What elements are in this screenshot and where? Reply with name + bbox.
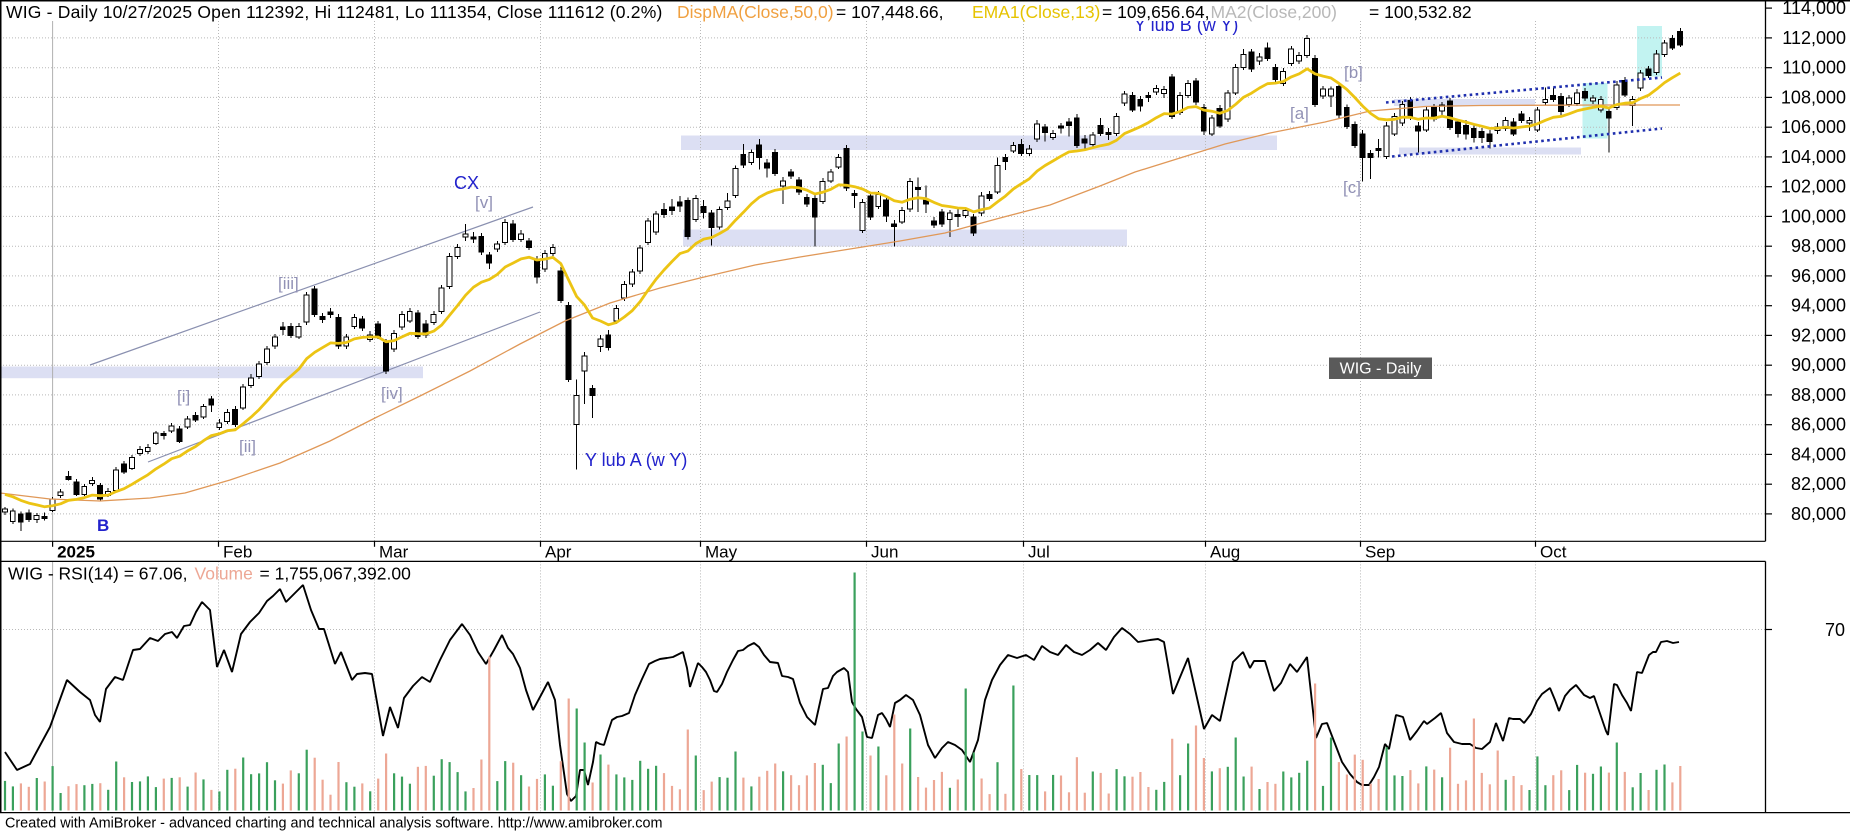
svg-text:94,000: 94,000 [1791, 296, 1846, 316]
svg-text:MA2(Close,200): MA2(Close,200) [1211, 2, 1337, 22]
svg-text:Created with AmiBroker - advan: Created with AmiBroker - advanced charti… [5, 816, 662, 831]
svg-text:114,000: 114,000 [1782, 0, 1846, 18]
svg-text:[iii]: [iii] [278, 274, 299, 293]
svg-text:= 109,656.64,: = 109,656.64, [1102, 2, 1210, 22]
svg-text:[b]: [b] [1344, 63, 1363, 82]
svg-text:88,000: 88,000 [1791, 385, 1846, 405]
svg-text:100,000: 100,000 [1781, 206, 1846, 226]
svg-text:CX: CX [454, 173, 479, 193]
svg-text:80,000: 80,000 [1791, 504, 1846, 524]
svg-text:90,000: 90,000 [1791, 355, 1846, 375]
svg-text:86,000: 86,000 [1791, 415, 1846, 435]
svg-text:[iv]: [iv] [381, 384, 403, 403]
svg-text:104,000: 104,000 [1781, 147, 1846, 167]
svg-text:= 100,532.82: = 100,532.82 [1369, 2, 1472, 22]
svg-text:[ii]: [ii] [239, 437, 256, 456]
svg-text:WIG - Daily 10/27/2025 Open 11: WIG - Daily 10/27/2025 Open 112392, Hi 1… [6, 2, 663, 22]
svg-text:98,000: 98,000 [1791, 236, 1846, 256]
svg-text:70: 70 [1825, 620, 1845, 640]
svg-text:Jun: Jun [871, 543, 898, 562]
svg-text:Volume: Volume [195, 564, 253, 584]
svg-text:EMA1(Close,13): EMA1(Close,13) [972, 2, 1100, 22]
svg-text:Sep: Sep [1365, 543, 1395, 562]
svg-text:[v]: [v] [475, 193, 493, 212]
svg-text:82,000: 82,000 [1791, 474, 1846, 494]
svg-text:Apr: Apr [545, 543, 572, 562]
svg-text:= 1,755,067,392.00: = 1,755,067,392.00 [260, 564, 412, 584]
svg-text:108,000: 108,000 [1781, 87, 1846, 107]
svg-text:Aug: Aug [1210, 543, 1240, 562]
svg-text:Feb: Feb [223, 543, 252, 562]
svg-text:B: B [97, 516, 109, 535]
svg-text:[i]: [i] [177, 387, 190, 406]
svg-text:Mar: Mar [379, 543, 409, 562]
svg-text:DispMA(Close,50,0): DispMA(Close,50,0) [677, 2, 834, 22]
svg-text:110,000: 110,000 [1782, 58, 1846, 78]
svg-text:106,000: 106,000 [1781, 117, 1846, 137]
svg-text:[c]: [c] [1343, 178, 1361, 197]
svg-text:Jul: Jul [1028, 543, 1050, 562]
svg-text:Oct: Oct [1540, 543, 1567, 562]
svg-text:112,000: 112,000 [1782, 28, 1846, 48]
svg-text:May: May [705, 543, 738, 562]
svg-text:WIG - Daily: WIG - Daily [1340, 361, 1422, 378]
svg-text:Y lub A (w Y): Y lub A (w Y) [585, 450, 687, 470]
svg-text:WIG - RSI(14) = 67.06,: WIG - RSI(14) = 67.06, [8, 564, 187, 584]
svg-text:= 107,448.66,: = 107,448.66, [836, 2, 944, 22]
svg-text:2025: 2025 [57, 543, 95, 562]
svg-text:92,000: 92,000 [1791, 325, 1846, 345]
svg-text:[a]: [a] [1290, 104, 1309, 123]
svg-text:102,000: 102,000 [1781, 177, 1846, 197]
svg-text:84,000: 84,000 [1791, 444, 1846, 464]
svg-text:96,000: 96,000 [1791, 266, 1846, 286]
